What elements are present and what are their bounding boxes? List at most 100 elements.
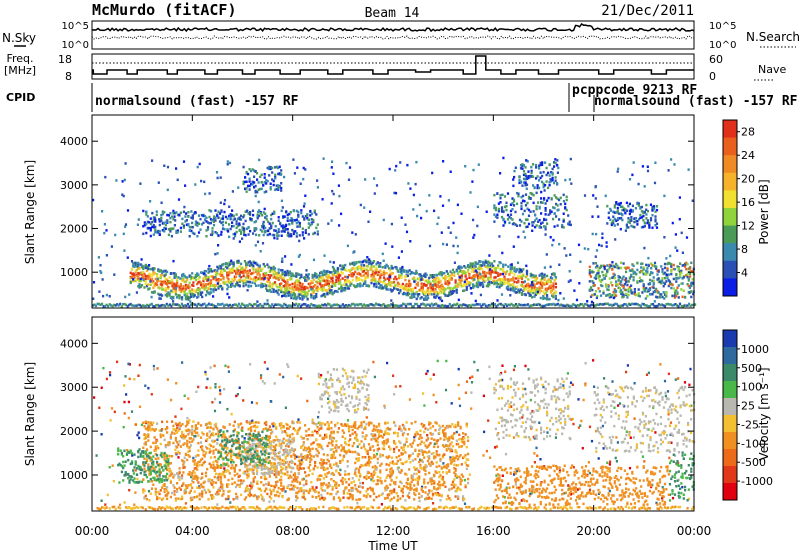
power-cell — [214, 284, 218, 287]
power-cell — [521, 212, 525, 216]
power-cell — [272, 267, 275, 271]
power-cell — [510, 271, 514, 274]
power-cell — [525, 176, 529, 179]
power-cell — [150, 267, 154, 271]
power-cell — [477, 262, 480, 265]
power-cell — [157, 269, 160, 272]
power-cell — [317, 287, 320, 290]
power-cell — [238, 284, 241, 288]
power-cell — [302, 205, 306, 208]
velocity-cell — [329, 506, 332, 510]
power-cell — [347, 280, 351, 283]
power-cell — [460, 266, 463, 269]
power-cell — [231, 209, 234, 212]
power-cell — [181, 217, 184, 221]
power-cell — [224, 221, 228, 224]
power-cell — [420, 276, 423, 280]
power-cell — [297, 220, 300, 223]
power-cell — [152, 269, 155, 273]
power-cell — [559, 196, 562, 200]
power-cell — [338, 194, 341, 198]
power-cell — [357, 265, 361, 268]
power-cell — [537, 220, 540, 223]
power-cell — [212, 276, 215, 279]
velocity-cell — [546, 431, 549, 434]
velocity-cell — [198, 485, 201, 488]
velocity-cell — [533, 452, 536, 455]
power-cell — [627, 217, 630, 220]
power-cell — [649, 217, 653, 220]
power-cell — [152, 273, 155, 277]
power-cell — [677, 296, 680, 299]
power-cell — [690, 295, 693, 299]
power-cell — [232, 218, 235, 221]
power-cell — [511, 208, 514, 211]
power-cell — [153, 283, 156, 286]
power-cell — [240, 270, 243, 273]
power-cell — [262, 220, 265, 224]
power-cell — [166, 213, 169, 217]
velocity-cell — [496, 506, 499, 510]
velocity-cell — [563, 505, 566, 509]
power-cell — [592, 194, 595, 197]
power-cell — [209, 221, 213, 225]
power-cell — [255, 270, 258, 274]
power-cell — [308, 305, 311, 308]
power-cell — [337, 303, 340, 307]
power-cell — [135, 291, 138, 294]
power-cell — [274, 229, 277, 232]
velocity-cell — [337, 507, 340, 511]
power-cell — [633, 302, 636, 306]
power-cell — [283, 287, 287, 290]
power-cell — [678, 302, 682, 306]
power-cell — [565, 195, 568, 199]
power-cell — [132, 304, 135, 307]
power-cell — [240, 268, 243, 271]
power-cell — [233, 278, 236, 281]
power-cell — [204, 286, 208, 289]
velocity-cell — [128, 363, 131, 366]
power-cell — [316, 233, 319, 236]
power-cell — [551, 176, 554, 180]
velocity-cell — [659, 505, 662, 509]
power-cell — [177, 284, 180, 288]
power-cell — [661, 279, 664, 283]
power-cell — [438, 286, 441, 289]
power-cell — [160, 219, 163, 223]
power-cell — [464, 271, 467, 274]
power-cell — [495, 282, 498, 285]
power-cell — [367, 262, 371, 266]
power-cell — [203, 269, 206, 273]
power-cell — [286, 278, 289, 282]
power-cell — [144, 263, 147, 267]
velocity-cell — [354, 468, 357, 472]
power-cell — [138, 279, 141, 282]
velocity-cell — [164, 462, 168, 465]
power-cell — [103, 231, 106, 235]
power-cell — [351, 267, 354, 270]
power-cell — [382, 259, 385, 262]
power-cell — [423, 283, 426, 286]
power-cell — [322, 273, 325, 277]
power-cell — [599, 284, 603, 287]
power-cell — [612, 210, 615, 214]
power-cell — [296, 284, 299, 287]
power-cell — [493, 204, 496, 207]
power-cell — [221, 302, 224, 306]
power-cell — [405, 282, 408, 286]
power-cell — [227, 264, 230, 268]
power-cell — [343, 264, 347, 267]
power-cell — [670, 263, 673, 266]
power-cell — [217, 234, 220, 237]
power-cell — [398, 276, 401, 280]
power-cell — [462, 284, 465, 288]
power-cell — [167, 292, 170, 296]
power-cell — [140, 264, 144, 267]
power-cell — [568, 220, 571, 223]
freq-tick-top: 18 — [58, 53, 72, 66]
power-cell — [312, 278, 315, 281]
velocity-cell — [536, 454, 539, 457]
power-cell — [687, 290, 690, 294]
power-cell — [616, 266, 619, 269]
power-cell — [285, 273, 288, 277]
